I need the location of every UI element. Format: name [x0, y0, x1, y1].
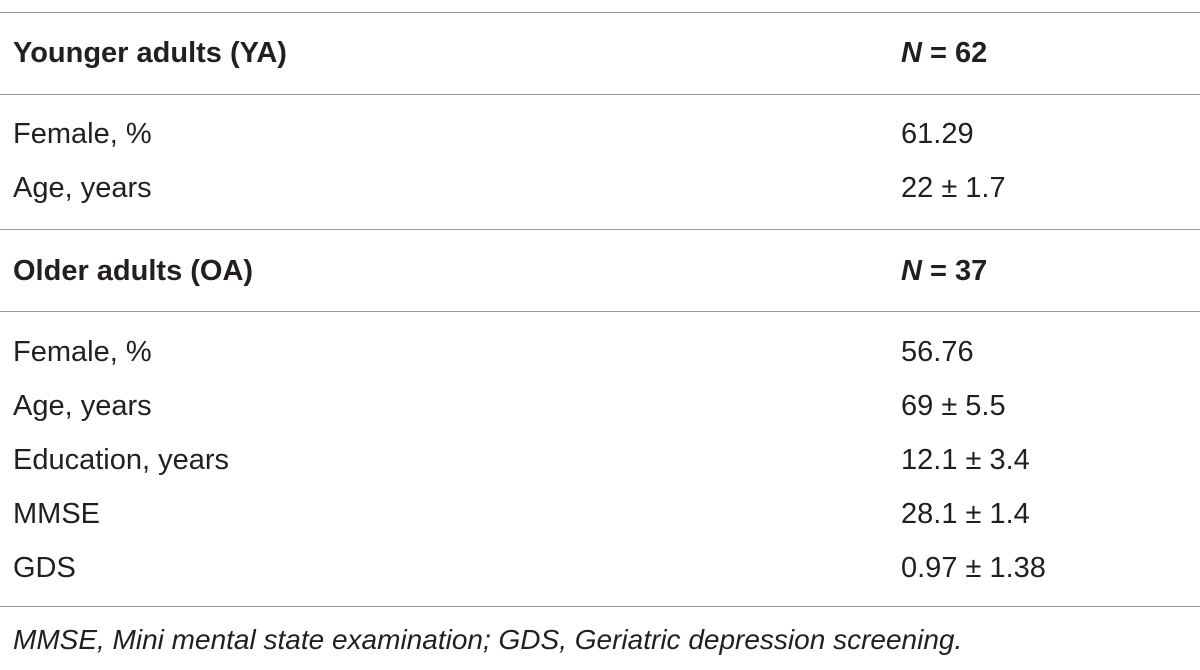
section-n: N = 62: [901, 39, 987, 68]
row-label: Education, years: [13, 444, 230, 476]
section-title: Younger adults (YA): [13, 37, 287, 69]
table-footnote: MMSE, Mini mental state examination; GDS…: [13, 624, 963, 655]
row-value: 22 ± 1.7: [901, 172, 1006, 204]
row-label: Age, years: [13, 172, 152, 204]
n-symbol: N: [901, 37, 922, 69]
n-value: = 62: [921, 37, 988, 69]
row-value: 0.97 ± 1.38: [901, 552, 1046, 584]
row-value: 28.1 ± 1.4: [901, 498, 1030, 530]
section-header-rule: [0, 311, 1200, 312]
row-value: 61.29: [901, 118, 974, 150]
row-value: 56.76: [901, 336, 974, 368]
n-value: = 37: [921, 255, 988, 287]
section-n: N = 37: [901, 257, 987, 286]
top-rule: [0, 12, 1200, 13]
section-divider-rule: [0, 229, 1200, 230]
row-label: GDS: [13, 552, 76, 584]
n-symbol: N: [901, 255, 922, 287]
row-value: 69 ± 5.5: [901, 390, 1006, 422]
row-label: Female, %: [13, 336, 152, 368]
row-label: MMSE: [13, 498, 100, 530]
bottom-rule: [0, 606, 1200, 607]
row-value: 12.1 ± 3.4: [901, 444, 1030, 476]
row-label: Female, %: [13, 118, 152, 150]
row-label: Age, years: [13, 390, 152, 422]
section-title: Older adults (OA): [13, 255, 254, 287]
section-header-rule: [0, 94, 1200, 95]
